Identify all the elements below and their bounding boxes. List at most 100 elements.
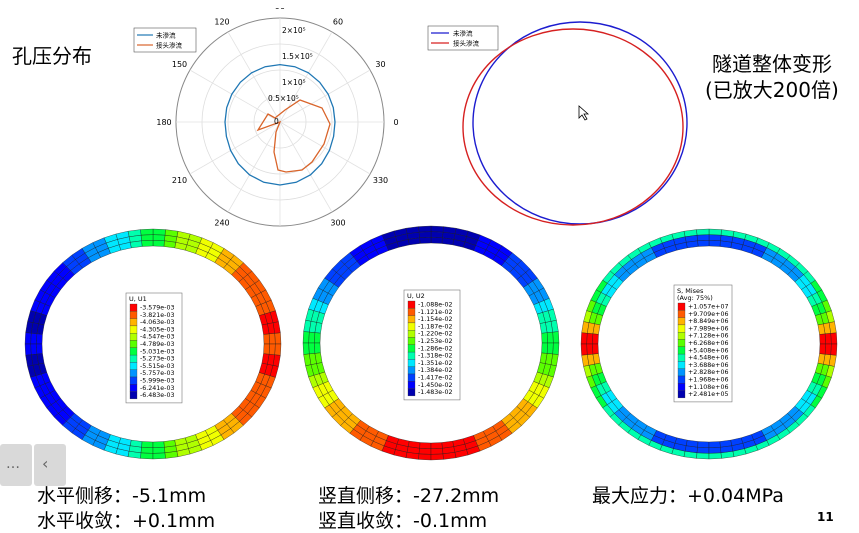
ring-element [140, 447, 154, 454]
polar-spoke [279, 69, 371, 123]
contour-legend-value: -5.515e-03 [140, 363, 174, 370]
angle-label: 0 [393, 118, 398, 127]
contour-legend-value: +7.989e+06 [688, 325, 728, 332]
ring-element [36, 333, 43, 345]
ring-element [314, 342, 321, 354]
contour-legend-swatch [407, 381, 416, 389]
ring-element [274, 332, 282, 345]
ring-element [697, 240, 710, 247]
contour-legend-value: -3.821e-03 [140, 312, 174, 319]
contour-legend-value: -1.318e-02 [418, 353, 452, 360]
ring-element [552, 331, 560, 344]
ring-element [263, 333, 270, 345]
contour-legend-swatch [129, 369, 138, 378]
legend-label-no-seepage-2: 未渗流 [453, 29, 473, 38]
ring-element [592, 343, 599, 355]
contour-legend-swatch [677, 361, 686, 369]
ring-element [152, 452, 166, 460]
ring-element [152, 228, 166, 236]
ring-element [263, 343, 270, 355]
contour-legend-value: -1.187e-02 [418, 323, 452, 330]
ring-element [30, 333, 38, 345]
contour-ring-u1: U, U1 -3.579e-03-3.821e-03-4.063e-03-4.30… [24, 228, 282, 460]
ring-element [418, 225, 432, 233]
ring-element [140, 234, 154, 241]
contour-legend-swatch [129, 391, 138, 400]
ring-element [830, 343, 838, 356]
ring-element [268, 343, 276, 355]
contour-legend-value: -1.220e-02 [418, 331, 452, 338]
ring-element [430, 231, 444, 238]
contour-legend-value: +1.108e+06 [688, 384, 728, 391]
polar-spoke [189, 121, 281, 175]
contour-legend-value: +5.408e+06 [688, 347, 728, 354]
angle-label: 120 [214, 18, 229, 27]
contour-legend-value: +4.548e+06 [688, 355, 728, 362]
contour-legend-value: +9.709e+06 [688, 311, 728, 318]
ring-element [708, 452, 722, 460]
contour-legend-swatch [129, 354, 138, 363]
angle-label: 60 [333, 18, 343, 27]
contour-legend-swatch [407, 351, 416, 360]
chevron-left-icon: ‹ [42, 454, 49, 473]
ring-element [418, 448, 432, 455]
polar-chart: 0306090120150180210240270300330 2×10⁵ 1.… [133, 8, 399, 228]
contour-legend-swatch [677, 339, 686, 347]
contour-legend-value: -4.305e-03 [140, 326, 174, 333]
contour-legend-swatch [129, 362, 138, 370]
contour-legend-swatch [677, 368, 686, 377]
angle-label: 300 [330, 219, 345, 228]
ring-element [708, 228, 722, 236]
contour-legend-swatch [407, 330, 416, 338]
ring-element [696, 447, 710, 454]
ring-element [830, 332, 838, 345]
ring-element [580, 332, 588, 345]
legend-label-joint-seepage: 接头渗流 [156, 41, 183, 50]
ring-element [696, 228, 710, 236]
ellipsis-icon: … [6, 456, 20, 472]
contour-legend-value: -1.384e-02 [418, 367, 452, 374]
legend-label-no-seepage: 未渗流 [156, 31, 176, 40]
angle-label: 240 [214, 219, 229, 228]
ring-element [302, 331, 310, 344]
ring-element [152, 441, 165, 448]
caption-max-stress: 最大应力：+0.04MPa [592, 485, 784, 507]
ring-element [141, 240, 154, 247]
ring-element [546, 342, 554, 355]
contour-legend-swatch [129, 376, 138, 385]
contour-legend-value: +1.057e+07 [688, 304, 728, 311]
previous-slide-button[interactable]: ‹ [34, 444, 66, 486]
angle-label: 30 [375, 60, 385, 69]
contour-legend-value: -1.483e-02 [418, 389, 452, 396]
ring-element [541, 332, 548, 344]
contour-legend-swatch [677, 332, 686, 340]
contour-legend-value: -6.483e-03 [140, 392, 174, 399]
contour-legend-swatch [129, 347, 138, 356]
contour-legend-swatch [407, 337, 416, 345]
ring-element [302, 342, 310, 355]
contour-legend-swatch [129, 340, 138, 348]
contour-legend-swatch [677, 324, 686, 333]
ring-element [580, 343, 588, 356]
contour-legend-value: +1.968e+06 [688, 377, 728, 384]
angle-label: 90 [275, 8, 285, 11]
ring-element [592, 333, 599, 345]
contour-legend-value: -4.789e-03 [140, 341, 174, 348]
polar-legend: 未渗流 接头渗流 [133, 27, 197, 53]
caption-vertical-displacement: 竖直侧移：-27.2mm [318, 485, 500, 507]
deformation-chart: 未渗流 接头渗流 [427, 21, 688, 226]
contour-legend-swatch [407, 315, 416, 324]
deformed-ring-no-seepage [472, 21, 688, 225]
title-magnified: (已放大200倍) [705, 78, 839, 102]
page-number: 11 [817, 510, 834, 524]
ring-element [552, 342, 560, 355]
slide-menu-button[interactable]: … [0, 444, 32, 486]
contour-legend-swatch [129, 311, 138, 319]
ring-element [430, 225, 444, 233]
ring-element [140, 452, 154, 460]
angle-label: 150 [172, 60, 187, 69]
contour-legend-swatch [407, 344, 416, 353]
contour-legend-swatch [677, 346, 686, 355]
ring-element [430, 453, 444, 461]
contour-legend-title: U, U1 [129, 295, 147, 303]
